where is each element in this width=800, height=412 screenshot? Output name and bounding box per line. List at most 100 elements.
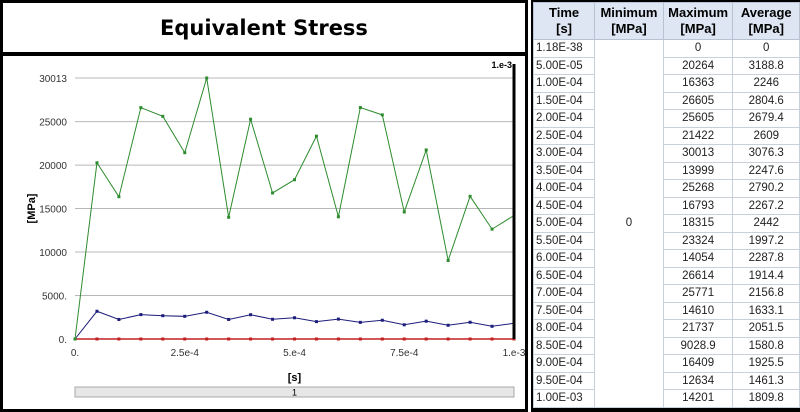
data-point: [380, 318, 384, 322]
data-point: [95, 337, 99, 341]
header-average: Average [MPa]: [732, 2, 800, 40]
data-point: [468, 194, 472, 198]
y-tick-label: 20000: [39, 161, 67, 172]
table-row: 9.00E-04 16409 1925.5: [532, 354, 800, 373]
cell-maximum: 21422: [662, 126, 734, 145]
cell-time: 9.50E-04: [532, 371, 596, 390]
data-point: [249, 117, 253, 121]
cell-time: 1.00E-03: [532, 389, 596, 408]
x-axis-label: [s]: [288, 372, 302, 384]
cell-maximum: 25771: [662, 284, 734, 303]
table-row: 6.50E-04 26614 1914.4: [532, 266, 800, 285]
cell-time: 6.50E-04: [532, 266, 596, 285]
cell-average: 1925.5: [732, 354, 800, 373]
header-minimum: Minimum [MPa]: [594, 2, 664, 40]
data-point: [117, 337, 121, 341]
data-point: [227, 215, 231, 219]
data-point: [490, 227, 494, 231]
y-tick-label: 0.: [59, 335, 67, 346]
cell-average: 2287.8: [732, 249, 800, 268]
cell-maximum: 9028.9: [662, 336, 734, 355]
cell-time: 2.50E-04: [532, 126, 596, 145]
data-point: [183, 151, 187, 155]
cell-time: 3.00E-04: [532, 144, 596, 163]
data-point: [380, 113, 384, 117]
results-table: Time [s] Minimum [MPa] Maximum [MPa] Averag…: [532, 2, 800, 408]
cell-time: 5.00E-05: [532, 56, 596, 75]
data-point: [117, 195, 121, 199]
data-point: [205, 76, 209, 80]
data-point: [139, 106, 143, 110]
data-point: [468, 337, 472, 341]
y-tick-label: 25000: [39, 118, 67, 129]
table-row: 7.00E-04 25771 2156.8: [532, 284, 800, 303]
data-point: [183, 314, 187, 318]
cell-average: 2679.4: [732, 109, 800, 128]
cell-maximum: 25605: [662, 109, 734, 128]
data-point: [402, 323, 406, 327]
data-point: [205, 310, 209, 314]
cell-time: 9.00E-04: [532, 354, 596, 373]
data-point: [336, 337, 340, 341]
data-point: [161, 314, 165, 318]
data-point: [271, 337, 275, 341]
cell-average: 1809.8: [732, 389, 800, 408]
cell-average: 1461.3: [732, 371, 800, 390]
cell-time: 1.18E-38: [532, 39, 596, 58]
table-row: 3.00E-04 30013 3076.3: [532, 144, 800, 163]
table-row: 5.00E-05 20264 3188.8: [532, 56, 800, 75]
data-point: [161, 337, 165, 341]
data-point: [490, 337, 494, 341]
cell-average: 2247.6: [732, 161, 800, 180]
data-point: [314, 320, 318, 324]
table-row: 8.50E-04 9028.9 1580.8: [532, 336, 800, 355]
x-tick-label: 1.e-3: [503, 348, 525, 359]
cell-time: 2.00E-04: [532, 109, 596, 128]
cell-time: 4.50E-04: [532, 196, 596, 215]
results-table-panel: Time [s] Minimum [MPa] Maximum [MPa] Averag…: [531, 0, 800, 412]
data-point: [336, 215, 340, 219]
data-point: [468, 320, 472, 324]
cell-maximum: 14201: [662, 389, 734, 408]
data-point: [117, 317, 121, 321]
x-tick-label: 7.5e-4: [390, 348, 419, 359]
data-point: [73, 337, 77, 341]
cell-time: 3.50E-04: [532, 161, 596, 180]
cell-average: 2051.5: [732, 319, 800, 338]
table-row: 2.00E-04 25605 2679.4: [532, 109, 800, 128]
cell-average: 2156.8: [732, 284, 800, 303]
y-tick-label: 10000: [39, 248, 67, 259]
data-point: [402, 210, 406, 214]
data-point: [314, 134, 318, 138]
x-tick-label: 0.: [71, 348, 79, 359]
data-point: [227, 337, 231, 341]
table-row: 9.50E-04 12634 1461.3: [532, 371, 800, 390]
data-point: [205, 337, 209, 341]
data-point: [271, 191, 275, 195]
cell-maximum: 16363: [662, 74, 734, 93]
header-maximum: Maximum [MPa]: [662, 2, 734, 40]
cell-average: 3188.8: [732, 56, 800, 75]
table-row: 6.00E-04 14054 2287.8: [532, 249, 800, 268]
chart-panel: Equivalent Stress 0. 5000. 10000 15000 20000…: [0, 0, 528, 412]
cell-minimum: 0: [594, 39, 664, 408]
data-point: [490, 324, 494, 328]
table-row: 5.00E-04 18315 2442: [532, 214, 800, 233]
table-row: 8.00E-04 21737 2051.5: [532, 319, 800, 338]
data-point: [95, 161, 99, 165]
cell-maximum: 16409: [662, 354, 734, 373]
cell-maximum: 26614: [662, 266, 734, 285]
cell-time: 4.00E-04: [532, 179, 596, 198]
cell-time: 7.00E-04: [532, 284, 596, 303]
cell-maximum: 16793: [662, 196, 734, 215]
data-point: [249, 337, 253, 341]
data-point: [424, 148, 428, 152]
cell-maximum: 30013: [662, 144, 734, 163]
y-tick-label: 5000.: [42, 292, 67, 303]
step-slider[interactable]: [74, 386, 515, 398]
cell-maximum: 18315: [662, 214, 734, 233]
cell-time: 1.50E-04: [532, 91, 596, 110]
data-point: [314, 337, 318, 341]
step-slider-label: 1: [292, 388, 297, 398]
data-point: [227, 317, 231, 321]
